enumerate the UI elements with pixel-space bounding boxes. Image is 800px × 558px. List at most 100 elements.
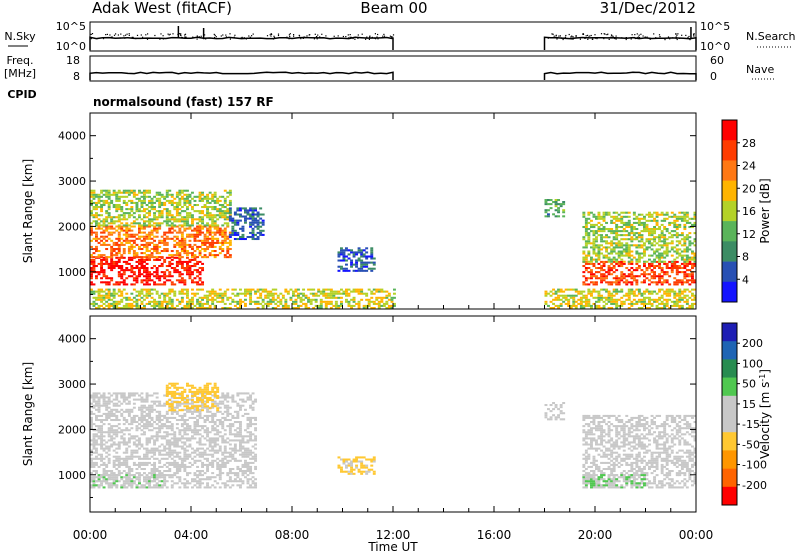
velocity-cell xyxy=(118,431,121,433)
power-cell xyxy=(249,216,252,218)
velocity-cell xyxy=(108,399,111,401)
nsearch-dot xyxy=(548,38,549,39)
power-cell xyxy=(648,259,651,261)
power-cell xyxy=(582,291,585,293)
power-cell xyxy=(646,297,649,299)
power-cell xyxy=(141,202,144,204)
velocity-cell xyxy=(206,411,209,413)
power-cell xyxy=(158,275,161,277)
power-cell xyxy=(653,259,656,261)
power-cell xyxy=(211,289,214,291)
power-cell xyxy=(196,232,199,234)
power-cell xyxy=(108,299,111,301)
power-cell xyxy=(385,301,388,303)
power-cell xyxy=(141,252,144,254)
power-cell xyxy=(635,251,638,253)
power-cell xyxy=(663,226,666,228)
power-cell xyxy=(125,232,128,234)
velocity-cell xyxy=(158,413,161,415)
velocity-cell xyxy=(115,429,118,431)
power-cell xyxy=(641,301,644,303)
power-cell xyxy=(562,291,565,293)
velocity-cell xyxy=(156,437,159,439)
power-cell xyxy=(178,244,181,246)
power-cell xyxy=(595,224,598,226)
power-cell xyxy=(618,242,621,244)
velocity-cell xyxy=(108,470,111,472)
nsearch-dot xyxy=(606,34,607,35)
power-cell xyxy=(98,250,101,252)
power-cell xyxy=(103,303,106,305)
velocity-cell xyxy=(158,462,161,464)
power-cell xyxy=(658,226,661,228)
power-cell xyxy=(239,207,242,209)
power-cell xyxy=(128,269,131,271)
velocity-cell xyxy=(209,486,212,488)
power-cell xyxy=(191,256,194,258)
power-cell xyxy=(686,273,689,275)
velocity-cell xyxy=(194,460,197,462)
nsearch-dot xyxy=(289,34,290,35)
velocity-cell xyxy=(113,476,116,478)
power-cell xyxy=(214,216,217,218)
power-cell xyxy=(673,291,676,293)
power-cell xyxy=(196,289,199,291)
velocity-cell xyxy=(148,458,151,460)
power-cell xyxy=(189,267,192,269)
velocity-cell xyxy=(141,425,144,427)
power-cell xyxy=(120,230,123,232)
power-cell xyxy=(658,255,661,257)
power-cell xyxy=(136,256,139,258)
power-cell xyxy=(618,265,621,267)
power-cell xyxy=(625,251,628,253)
power-cell xyxy=(199,297,202,299)
power-cell xyxy=(123,261,126,263)
power-cell xyxy=(178,240,181,242)
velocity-cell xyxy=(141,458,144,460)
power-cell xyxy=(186,267,189,269)
nsearch-dot xyxy=(299,35,300,36)
power-cell xyxy=(176,252,179,254)
power-cell xyxy=(143,275,146,277)
nsearch-dot xyxy=(343,36,344,37)
power-cell xyxy=(676,220,679,222)
velocity-cell xyxy=(189,399,192,401)
power-cell xyxy=(224,214,227,216)
power-cell xyxy=(666,293,669,295)
power-cell xyxy=(206,248,209,250)
power-cell xyxy=(635,261,638,263)
power-cell xyxy=(587,238,590,240)
velocity-cell xyxy=(161,454,164,456)
power-cell xyxy=(330,297,333,299)
velocity-cell xyxy=(146,425,149,427)
power-cell xyxy=(148,254,151,256)
power-cell xyxy=(257,212,260,214)
velocity-cell xyxy=(143,431,146,433)
power-cell xyxy=(125,212,128,214)
velocity-cell xyxy=(141,405,144,407)
power-cell xyxy=(156,236,159,238)
power-cell xyxy=(204,248,207,250)
power-cell xyxy=(663,253,666,255)
power-cell xyxy=(686,295,689,297)
velocity-cell xyxy=(123,401,126,403)
power-cell xyxy=(136,218,139,220)
velocity-cell xyxy=(125,411,128,413)
power-cell xyxy=(181,210,184,212)
nsearch-dot xyxy=(214,37,215,38)
power-cell xyxy=(628,291,631,293)
velocity-cell xyxy=(100,444,103,446)
power-cell xyxy=(123,192,126,194)
velocity-cell xyxy=(110,435,113,437)
velocity-cell xyxy=(125,472,128,474)
power-cell xyxy=(615,226,618,228)
power-cell xyxy=(360,270,363,272)
power-cell xyxy=(108,281,111,283)
power-cell xyxy=(229,242,232,244)
nsearch-dot xyxy=(317,35,318,36)
velocity-cell xyxy=(100,480,103,482)
power-cell xyxy=(545,303,548,305)
power-cell xyxy=(598,301,601,303)
velocity-cell xyxy=(110,419,113,421)
power-cell xyxy=(176,232,179,234)
